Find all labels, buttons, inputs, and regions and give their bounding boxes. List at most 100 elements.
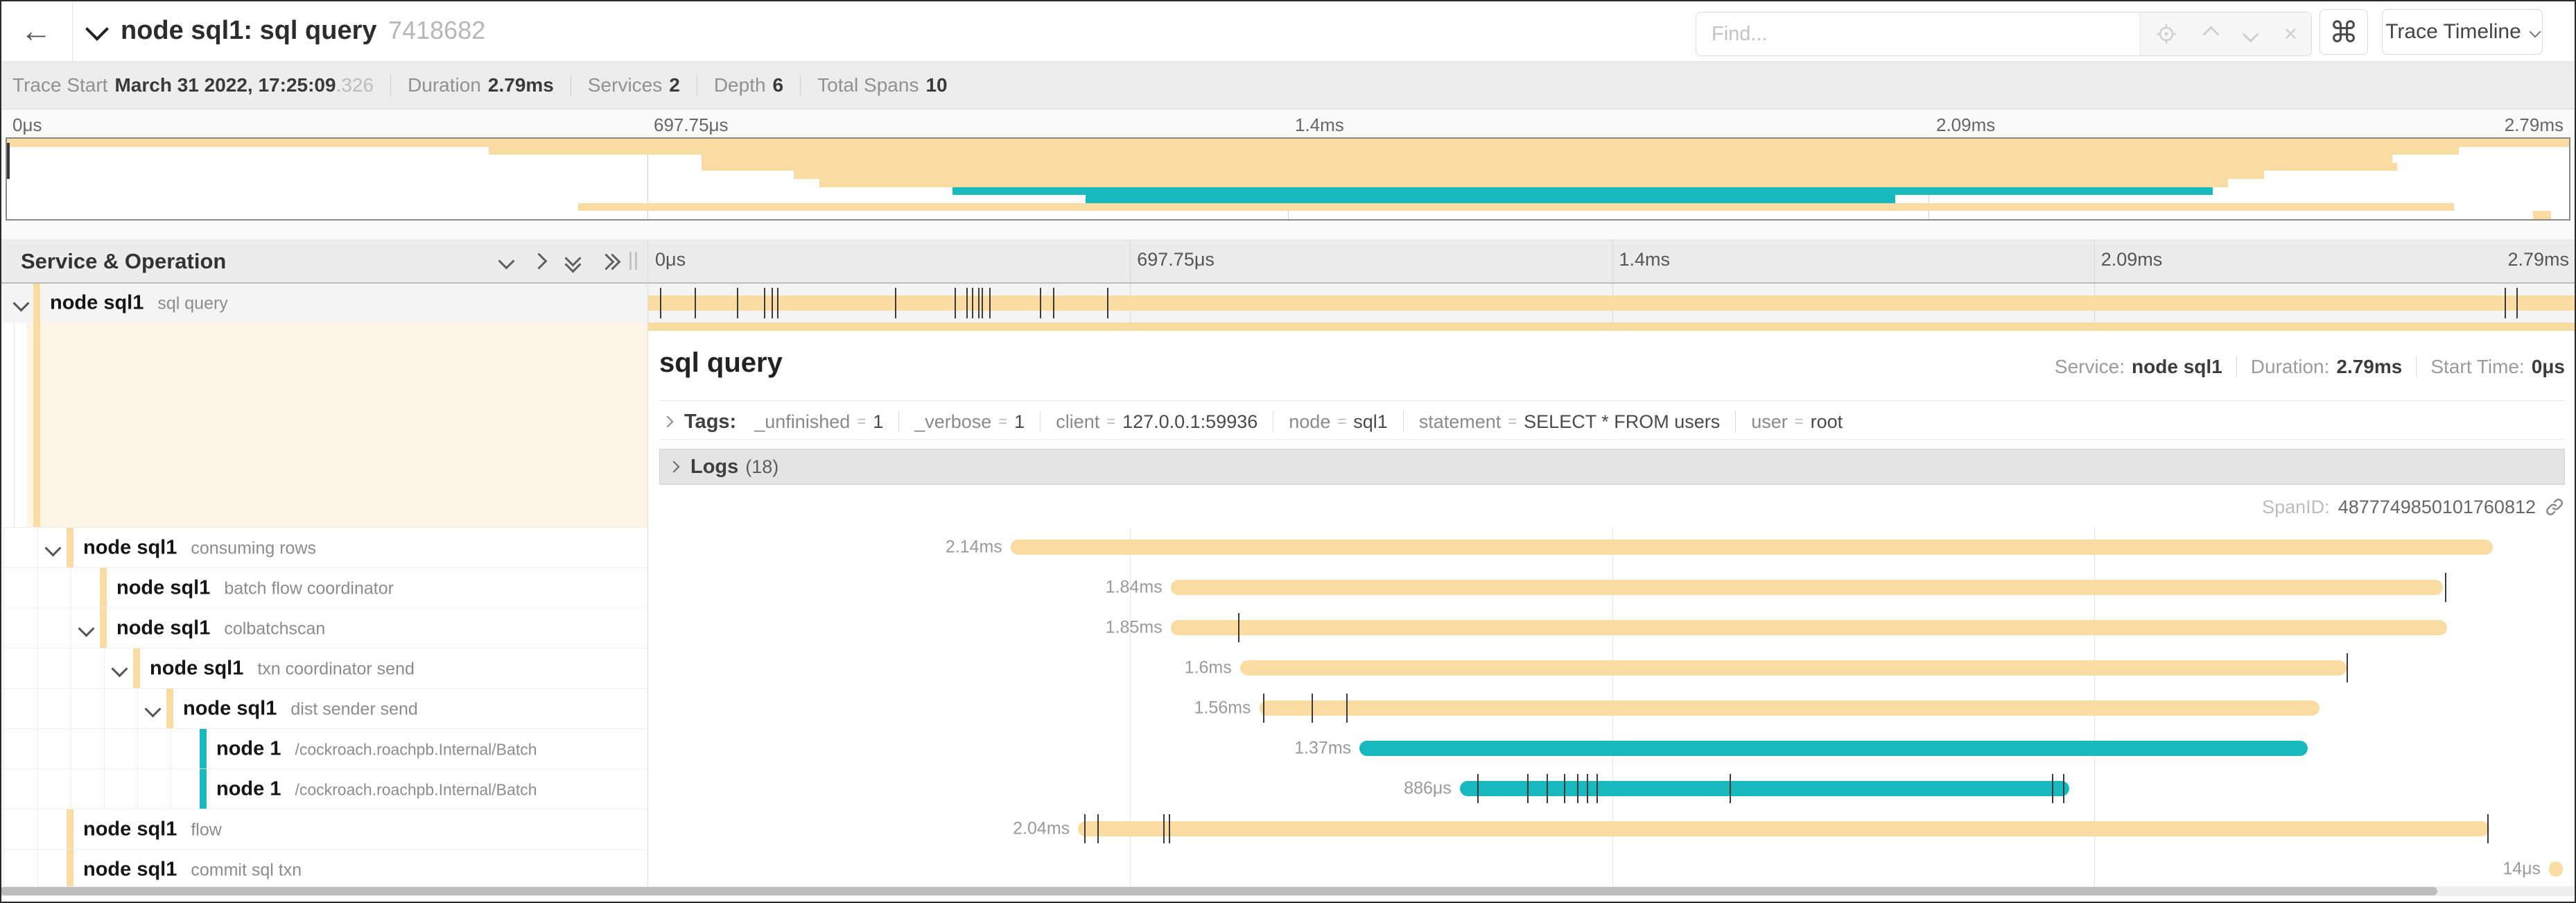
summary-item-value: 2.79ms — [487, 74, 554, 96]
span-row[interactable]: node sql1 colbatchscan 1.85ms — [0, 608, 2576, 648]
span-row[interactable]: node sql1 dist sender send 1.56ms — [0, 688, 2576, 728]
span-bar[interactable] — [1010, 540, 2494, 555]
collapse-one-icon[interactable] — [498, 252, 515, 270]
expand-one-icon[interactable] — [530, 252, 548, 270]
indent-guide — [3, 689, 4, 728]
find-next-icon[interactable] — [2242, 25, 2259, 43]
span-bar[interactable] — [1170, 620, 2447, 635]
log-marker-tick — [777, 288, 779, 318]
log-marker-tick — [1346, 694, 1348, 723]
tags-accordion[interactable]: Tags: _unfinished = 1 _verbose = 1 client = 127.… — [659, 404, 2565, 440]
log-marker-tick — [966, 288, 968, 318]
logs-count: (18) — [745, 456, 779, 477]
logs-accordion[interactable]: Logs (18) — [659, 449, 2565, 485]
span-bar[interactable] — [648, 295, 2576, 311]
span-bar[interactable] — [1170, 580, 2444, 595]
span-bar[interactable] — [1359, 741, 2308, 756]
deep-link-icon[interactable] — [2544, 497, 2565, 517]
span-row[interactable]: node sql1 flow 2.04ms — [0, 809, 2576, 849]
span-row-sql-query-selected[interactable]: node sql1 sql query — [0, 284, 2576, 322]
expand-all-icon[interactable] — [598, 253, 621, 270]
axis-gridline — [1612, 239, 1613, 282]
span-bar-track[interactable]: 1.56ms — [648, 688, 2576, 728]
collapse-trace-button[interactable] — [85, 17, 109, 41]
log-marker-tick — [1263, 694, 1265, 723]
summary-item: Depth 6 — [714, 74, 783, 96]
span-bar-track[interactable] — [648, 284, 2576, 322]
span-name-cell[interactable]: node sql1 dist sender send — [0, 688, 648, 728]
span-row[interactable]: node 1/cockroach.roachpb.Internal/Batch 1… — [0, 728, 2576, 768]
span-bar[interactable] — [1259, 700, 2320, 716]
view-selector-label: Trace Timeline — [2385, 20, 2521, 43]
span-bar[interactable] — [1239, 660, 2347, 676]
start-time-value: 0μs — [2531, 356, 2565, 377]
chevron-down-icon[interactable] — [44, 539, 62, 557]
trace-summary-bar: Trace Start March 31 2022, 17:25:09.326 Du… — [0, 62, 2576, 110]
tag-equals: = — [1106, 413, 1116, 430]
log-marker-tick — [2487, 814, 2489, 843]
span-bar[interactable] — [1078, 821, 2489, 836]
minimap-rows — [7, 139, 2569, 219]
axis-time-label: 1.4ms — [1619, 249, 1671, 270]
trace-minimap-zone: 0μs 697.75μs 1.4ms 2.09ms 2.79ms — [0, 110, 2576, 239]
log-marker-tick — [1577, 774, 1579, 803]
log-marker-tick — [1053, 288, 1054, 318]
summary-item-label: Depth — [713, 74, 766, 96]
chevron-down-icon[interactable] — [111, 660, 128, 678]
span-row[interactable]: node sql1 commit sql txn 14μs — [0, 849, 2576, 889]
service-color-stripe — [200, 729, 207, 768]
find-prev-icon[interactable] — [2202, 25, 2220, 43]
column-resize-grip[interactable] — [629, 252, 637, 270]
span-row[interactable]: node sql1 txn coordinator send 1.6ms — [0, 648, 2576, 688]
span-bar-track[interactable]: 1.84ms — [648, 567, 2576, 608]
clear-find-icon[interactable]: × — [2283, 21, 2298, 47]
minimap-row — [7, 187, 2569, 196]
locate-span-icon[interactable] — [2155, 22, 2178, 46]
log-marker-tick — [1563, 774, 1565, 803]
span-operation-name: txn coordinator send — [257, 659, 415, 678]
span-detail-left-gutter — [0, 322, 648, 527]
keyboard-shortcuts-button[interactable]: ⌘ — [2320, 9, 2368, 55]
span-bar-track[interactable]: 2.14ms — [648, 527, 2576, 567]
log-marker-tick — [1596, 774, 1599, 803]
span-row[interactable]: node sql1 batch flow coordinator 1.84ms — [0, 567, 2576, 608]
log-marker-tick — [2505, 288, 2507, 318]
indent-guide — [3, 809, 4, 849]
span-name-cell[interactable]: node sql1 consuming rows — [0, 527, 648, 567]
span-bar[interactable] — [1459, 781, 2069, 796]
chevron-down-icon[interactable] — [78, 619, 95, 637]
span-row[interactable]: node 1/cockroach.roachpb.Internal/Batch 8… — [0, 768, 2576, 809]
span-name-cell[interactable]: node 1/cockroach.roachpb.Internal/Batch — [0, 728, 648, 768]
span-name-cell[interactable]: node sql1 batch flow coordinator — [0, 567, 648, 608]
tag-key: node — [1289, 411, 1331, 432]
back-button[interactable]: ← — [0, 0, 73, 61]
span-name-cell[interactable]: node sql1 colbatchscan — [0, 608, 648, 648]
span-bar-track[interactable]: 886μs — [648, 768, 2576, 809]
span-bar[interactable] — [2549, 861, 2563, 877]
span-bar-track[interactable]: 1.85ms — [648, 608, 2576, 648]
span-row[interactable]: node sql1 consuming rows 2.14ms — [0, 527, 2576, 567]
span-name-cell[interactable]: node sql1 flow — [0, 809, 648, 849]
span-bar-track[interactable]: 14μs — [648, 849, 2576, 889]
span-bar-track[interactable]: 2.04ms — [648, 809, 2576, 849]
minimap-canvas[interactable] — [6, 137, 2570, 221]
minimap-drag-handle[interactable] — [7, 143, 10, 179]
span-name-cell[interactable]: node 1/cockroach.roachpb.Internal/Batch — [0, 768, 648, 809]
axis-time-label: 2.79ms — [2507, 249, 2569, 270]
view-selector-button[interactable]: Trace Timeline — [2382, 9, 2543, 55]
axis-time-label: 697.75μs — [1137, 249, 1215, 270]
span-bar-track[interactable]: 1.37ms — [648, 728, 2576, 768]
indent-guide — [3, 850, 4, 889]
indent-guide — [37, 850, 38, 889]
tag-value: 1 — [1014, 411, 1025, 432]
chevron-down-icon[interactable] — [144, 700, 162, 718]
span-service-name: node sql1 batch flow coordinator — [116, 576, 394, 599]
find-input[interactable] — [1696, 12, 2141, 56]
trace-title-group: node sql1: sql query 7418682 — [85, 0, 485, 61]
span-name-cell[interactable]: node sql1 txn coordinator send — [0, 648, 648, 688]
span-bar-track[interactable]: 1.6ms — [648, 648, 2576, 688]
collapse-all-icon[interactable] — [564, 250, 582, 273]
span-name-cell[interactable]: node sql1 commit sql txn — [0, 849, 648, 889]
detail-accent-border — [648, 322, 2576, 331]
scrollbar-thumb[interactable] — [0, 887, 2437, 895]
